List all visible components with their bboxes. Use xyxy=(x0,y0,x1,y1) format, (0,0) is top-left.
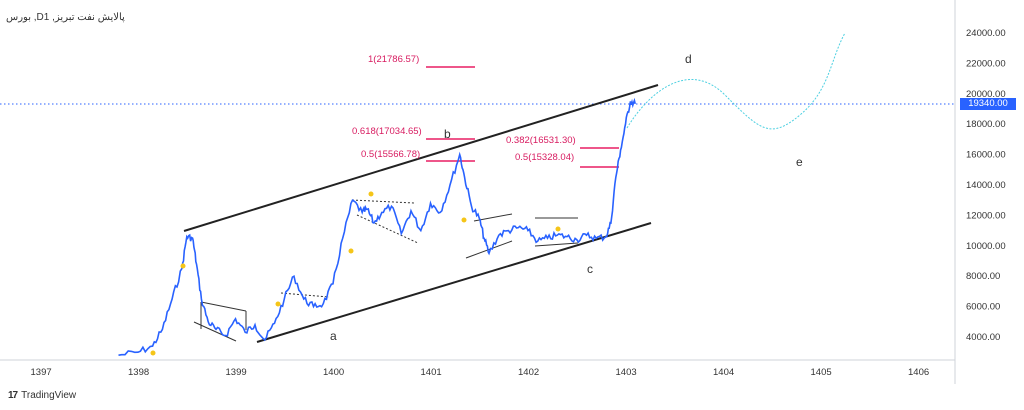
y-tick-label: 10000.00 xyxy=(966,241,1006,252)
wave-label-c: c xyxy=(587,262,593,276)
price-series-line[interactable] xyxy=(118,97,636,356)
wave-label-a: a xyxy=(330,329,337,343)
x-axis-ticks: 1397 1398 1399 1400 1401 1402 1403 1404 1405 1406 xyxy=(31,367,930,378)
x-tick-label: 1404 xyxy=(713,367,734,378)
x-tick-label: 1399 xyxy=(226,367,247,378)
projection-curve xyxy=(626,32,846,130)
y-tick-label: 4000.00 xyxy=(966,332,1000,343)
tradingview-logo-icon: 17 xyxy=(8,390,18,401)
y-tick-label: 18000.00 xyxy=(966,119,1006,130)
x-tick-label: 1406 xyxy=(908,367,929,378)
x-tick-label: 1405 xyxy=(811,367,832,378)
x-tick-label: 1402 xyxy=(518,367,539,378)
fib-label: 0.382(16531.30) xyxy=(506,135,576,146)
x-tick-label: 1398 xyxy=(128,367,149,378)
wave-label-e: e xyxy=(796,155,803,169)
fib-label: 0.5(15566.78) xyxy=(361,149,420,160)
last-price-badge: 19340.00 xyxy=(960,98,1016,110)
chart-title: بورس ,Dپالایش نفت تبریز, 1 xyxy=(6,12,125,23)
y-tick-label: 6000.00 xyxy=(966,302,1000,313)
x-tick-label: 1397 xyxy=(31,367,52,378)
fib-label: 1(21786.57) xyxy=(368,54,419,65)
wave-label-b: b xyxy=(444,127,451,141)
pattern-drawings xyxy=(193,199,579,342)
y-axis-ticks: 4000.00 6000.00 8000.00 10000.00 12000.00 140… xyxy=(966,28,1006,343)
fib-label: 0.5(15328.04) xyxy=(515,152,574,163)
fib-levels: 1(21786.57) 0.618(17034.65) 0.5(15566.78… xyxy=(352,54,619,168)
channel-upper-line[interactable] xyxy=(183,84,659,232)
y-tick-label: 20000.00 xyxy=(966,89,1006,100)
y-tick-label: 24000.00 xyxy=(966,28,1006,39)
x-tick-label: 1400 xyxy=(323,367,344,378)
y-tick-label: 8000.00 xyxy=(966,271,1000,282)
y-tick-label: 16000.00 xyxy=(966,150,1006,161)
brand-name: TradingView xyxy=(21,390,77,401)
x-tick-label: 1403 xyxy=(616,367,637,378)
x-tick-label: 1401 xyxy=(421,367,442,378)
y-tick-label: 12000.00 xyxy=(966,210,1006,221)
fib-label: 0.618(17034.65) xyxy=(352,126,422,137)
y-tick-label: 22000.00 xyxy=(966,58,1006,69)
channel-lower-line[interactable] xyxy=(256,222,652,343)
y-tick-label: 14000.00 xyxy=(966,180,1006,191)
tradingview-brand[interactable]: 17 TradingView xyxy=(8,390,76,401)
marker-dots xyxy=(150,191,561,356)
wave-label-d: d xyxy=(685,52,692,66)
